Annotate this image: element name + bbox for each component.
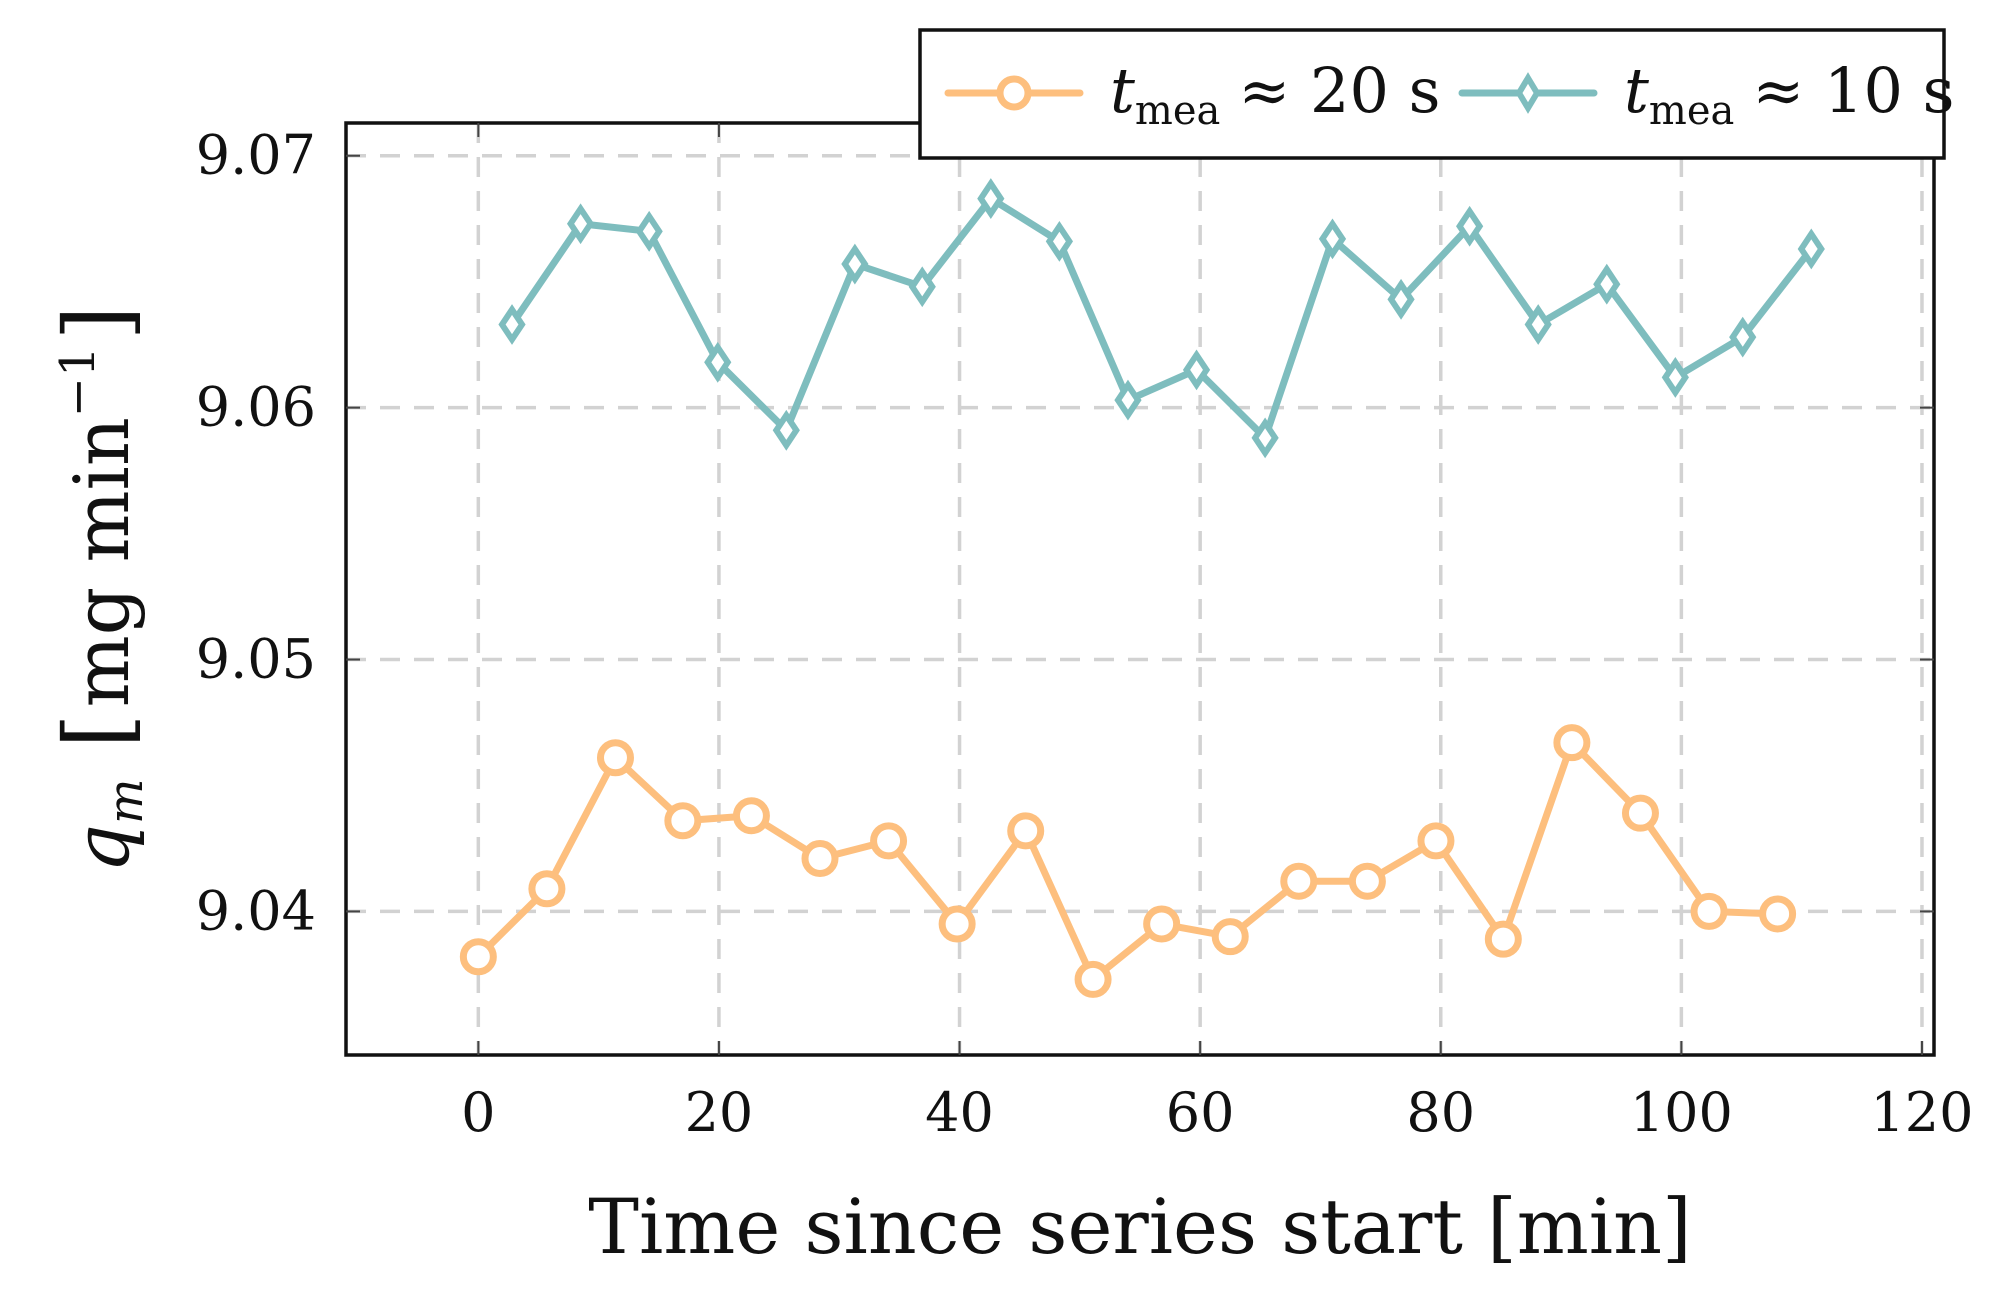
data-point	[841, 243, 869, 285]
data-point	[1553, 724, 1591, 762]
data-point	[1759, 895, 1797, 933]
data-point	[1417, 822, 1455, 860]
data-point	[1456, 205, 1484, 247]
series-layer	[459, 178, 1825, 998]
data-point	[908, 266, 936, 308]
data-point	[528, 870, 566, 908]
y-tick-label: 9.05	[196, 628, 316, 691]
legend-label-20s: tmea ≈ 20 s	[1110, 54, 1440, 134]
x-tick-label: 40	[925, 1081, 994, 1144]
data-point	[1280, 862, 1318, 900]
x-tick-label: 20	[685, 1081, 754, 1144]
data-point	[1143, 905, 1181, 943]
series-line	[474, 739, 1782, 983]
y-axis-symbol: q	[57, 824, 146, 873]
series-circle	[459, 724, 1797, 998]
data-point	[1484, 920, 1522, 958]
data-point	[1114, 379, 1142, 421]
svg-text:qm[mg min−1]: qm [ mg min−1]	[45, 305, 154, 872]
data-point	[1182, 349, 1211, 391]
data-point	[1524, 304, 1552, 345]
x-tick-label: 120	[1870, 1081, 1973, 1144]
data-point	[1007, 812, 1045, 850]
legend-10s-subscript: mea	[1649, 88, 1734, 134]
ticks: 0 20 40 60 80 100 120 9.04 9.05 9.06 9.07	[196, 123, 1974, 1144]
y-axis-title: qm [ mg min−1]	[45, 305, 154, 872]
data-point	[1318, 218, 1347, 260]
data-point	[772, 409, 800, 451]
data-point	[635, 210, 663, 252]
x-tick-label: 0	[461, 1081, 495, 1144]
y-tick-label: 9.06	[196, 376, 316, 439]
y-axis-exponent: −1	[50, 346, 106, 417]
legend-box	[918, 28, 1946, 160]
legend-10s-rest: ≈ 10 s	[1752, 54, 1954, 127]
data-point	[1690, 892, 1728, 930]
y-axis-unit-close: ]	[45, 305, 150, 340]
series-diamond	[498, 178, 1825, 459]
legend-marker-diamond	[1515, 72, 1541, 114]
data-point	[1387, 278, 1415, 320]
y-tick-label: 9.07	[196, 124, 316, 187]
y-axis-unit-open: [	[45, 713, 150, 748]
data-point	[870, 822, 908, 860]
x-tick-label: 100	[1630, 1081, 1733, 1144]
y-tick-label: 9.04	[196, 879, 316, 942]
data-point	[1211, 918, 1249, 956]
data-point	[1729, 316, 1757, 358]
data-point	[977, 178, 1005, 219]
data-point	[1661, 357, 1689, 398]
data-point	[459, 938, 497, 976]
data-point	[566, 203, 595, 245]
data-point	[1074, 960, 1112, 998]
x-tick-label: 80	[1406, 1081, 1475, 1144]
data-point	[801, 840, 839, 878]
data-point	[938, 905, 976, 943]
x-axis-title: Time since series start [min]	[588, 1182, 1691, 1271]
legend-marker-circle	[996, 75, 1032, 111]
legend-20s-rest: ≈ 20 s	[1238, 54, 1440, 127]
legend-10s-symbol: t	[1624, 54, 1649, 127]
data-point	[704, 341, 732, 383]
data-point	[1251, 417, 1279, 459]
y-axis-subscript: m	[98, 779, 154, 825]
series-line	[508, 195, 1815, 442]
data-point	[1797, 228, 1825, 270]
legend: tmea ≈ 20 s tmea ≈ 10 s	[918, 28, 1954, 160]
data-point	[1593, 263, 1621, 305]
y-axis-unit: mg min	[57, 417, 146, 707]
legend-20s-symbol: t	[1110, 54, 1135, 127]
data-point	[596, 739, 634, 777]
data-point	[1621, 794, 1659, 832]
data-point	[732, 797, 770, 835]
data-point	[1348, 862, 1386, 900]
x-tick-label: 60	[1166, 1081, 1235, 1144]
data-point	[664, 802, 702, 840]
legend-label-10s: tmea ≈ 10 s	[1624, 54, 1954, 134]
data-point	[498, 304, 526, 345]
legend-20s-subscript: mea	[1135, 88, 1220, 134]
data-point	[1045, 220, 1074, 262]
